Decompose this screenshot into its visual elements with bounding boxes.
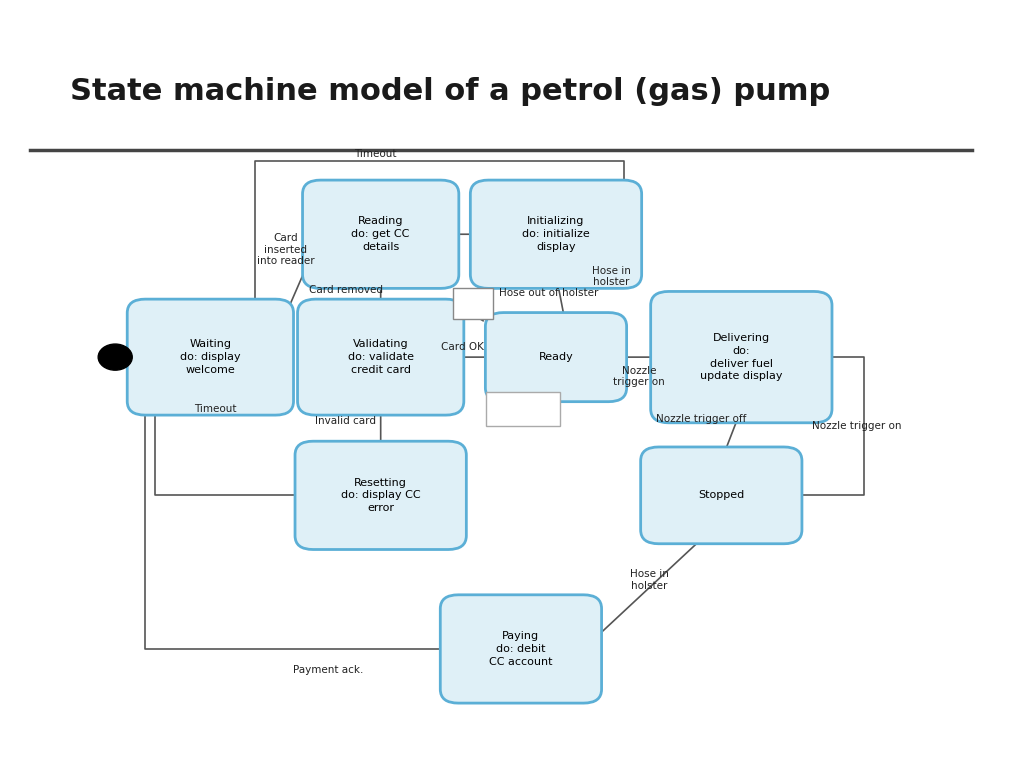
Circle shape: [98, 344, 132, 370]
Text: Nozzle trigger on: Nozzle trigger on: [812, 421, 901, 432]
Text: Waiting
do: display
welcome: Waiting do: display welcome: [180, 339, 241, 375]
Text: State machine model of a petrol (gas) pump: State machine model of a petrol (gas) pu…: [70, 77, 830, 106]
Text: Card removed: Card removed: [308, 285, 383, 296]
Text: Timeout: Timeout: [354, 148, 397, 159]
FancyBboxPatch shape: [650, 291, 831, 422]
Text: Stopped: Stopped: [698, 490, 744, 501]
FancyBboxPatch shape: [298, 299, 464, 415]
Text: Card
inserted
into reader: Card inserted into reader: [257, 233, 314, 266]
FancyBboxPatch shape: [470, 180, 642, 289]
FancyBboxPatch shape: [440, 595, 601, 703]
FancyBboxPatch shape: [454, 288, 494, 319]
Text: Nozzle trigger off: Nozzle trigger off: [656, 413, 746, 424]
FancyBboxPatch shape: [641, 447, 802, 544]
FancyBboxPatch shape: [302, 180, 459, 289]
Text: Card OK: Card OK: [441, 342, 484, 353]
Text: Hose out of holster: Hose out of holster: [500, 288, 599, 299]
Text: Resetting
do: display CC
error: Resetting do: display CC error: [341, 478, 421, 513]
Text: Validating
do: validate
credit card: Validating do: validate credit card: [348, 339, 414, 375]
Text: Timeout: Timeout: [195, 403, 237, 414]
Text: Ready: Ready: [539, 352, 573, 362]
Text: Paying
do: debit
CC account: Paying do: debit CC account: [489, 631, 553, 667]
Text: Nozzle
trigger on: Nozzle trigger on: [613, 366, 665, 387]
Text: Invalid card: Invalid card: [315, 415, 376, 426]
Text: Payment ack.: Payment ack.: [294, 664, 364, 675]
Text: Hose in
holster: Hose in holster: [630, 569, 669, 591]
FancyBboxPatch shape: [485, 313, 627, 402]
Text: Initializing
do: initialize
display: Initializing do: initialize display: [522, 217, 590, 252]
Text: Delivering
do:
deliver fuel
update display: Delivering do: deliver fuel update displ…: [700, 333, 782, 382]
FancyBboxPatch shape: [295, 441, 466, 550]
FancyBboxPatch shape: [127, 299, 294, 415]
Text: Reading
do: get CC
details: Reading do: get CC details: [351, 217, 410, 252]
FancyBboxPatch shape: [485, 392, 560, 426]
Text: Hose in
holster: Hose in holster: [592, 266, 631, 287]
